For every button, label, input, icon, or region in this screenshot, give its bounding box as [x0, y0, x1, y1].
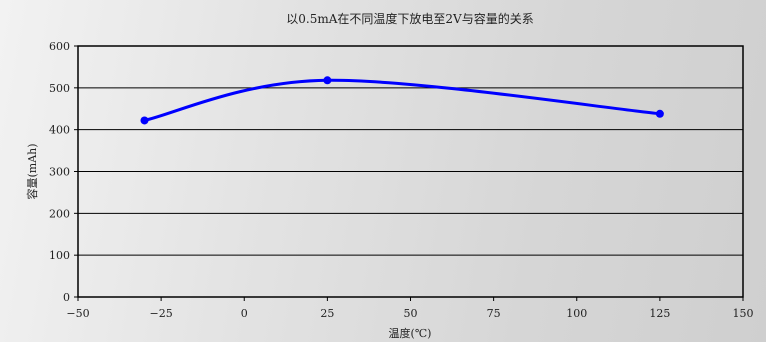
y-tick-label: 100: [49, 249, 70, 262]
y-tick-label: 500: [49, 82, 70, 95]
y-axis-title: 容量(mAh): [25, 143, 39, 199]
data-point: [323, 76, 332, 85]
data-point: [655, 109, 664, 118]
chart-title: 以0.5mA在不同温度下放电至2V与容量的关系: [286, 11, 533, 26]
x-axis: −50 −25 0 25 50 75 100 125 150: [66, 297, 754, 320]
x-tick-label: 0: [241, 307, 248, 320]
y-tick-label: 200: [49, 207, 70, 220]
series-group: [140, 76, 664, 125]
x-tick-label: −25: [150, 307, 173, 320]
x-tick-label: 100: [566, 307, 587, 320]
x-axis-title: 温度(℃): [389, 326, 432, 340]
x-tick-label: −50: [66, 307, 89, 320]
data-point: [140, 116, 149, 125]
y-tick-label: 300: [49, 166, 70, 179]
y-tick-label: 400: [49, 124, 70, 137]
y-tick-label: 0: [63, 291, 70, 304]
x-tick-label: 75: [487, 307, 501, 320]
x-tick-label: 50: [404, 307, 418, 320]
x-tick-label: 25: [320, 307, 334, 320]
series-line: [143, 78, 662, 122]
x-tick-label: 125: [649, 307, 670, 320]
x-tick-label: 150: [733, 307, 754, 320]
grid: [78, 87, 743, 256]
y-tick-label: 600: [49, 40, 70, 53]
y-axis: 0 100 200 300 400 500 600: [49, 40, 78, 304]
